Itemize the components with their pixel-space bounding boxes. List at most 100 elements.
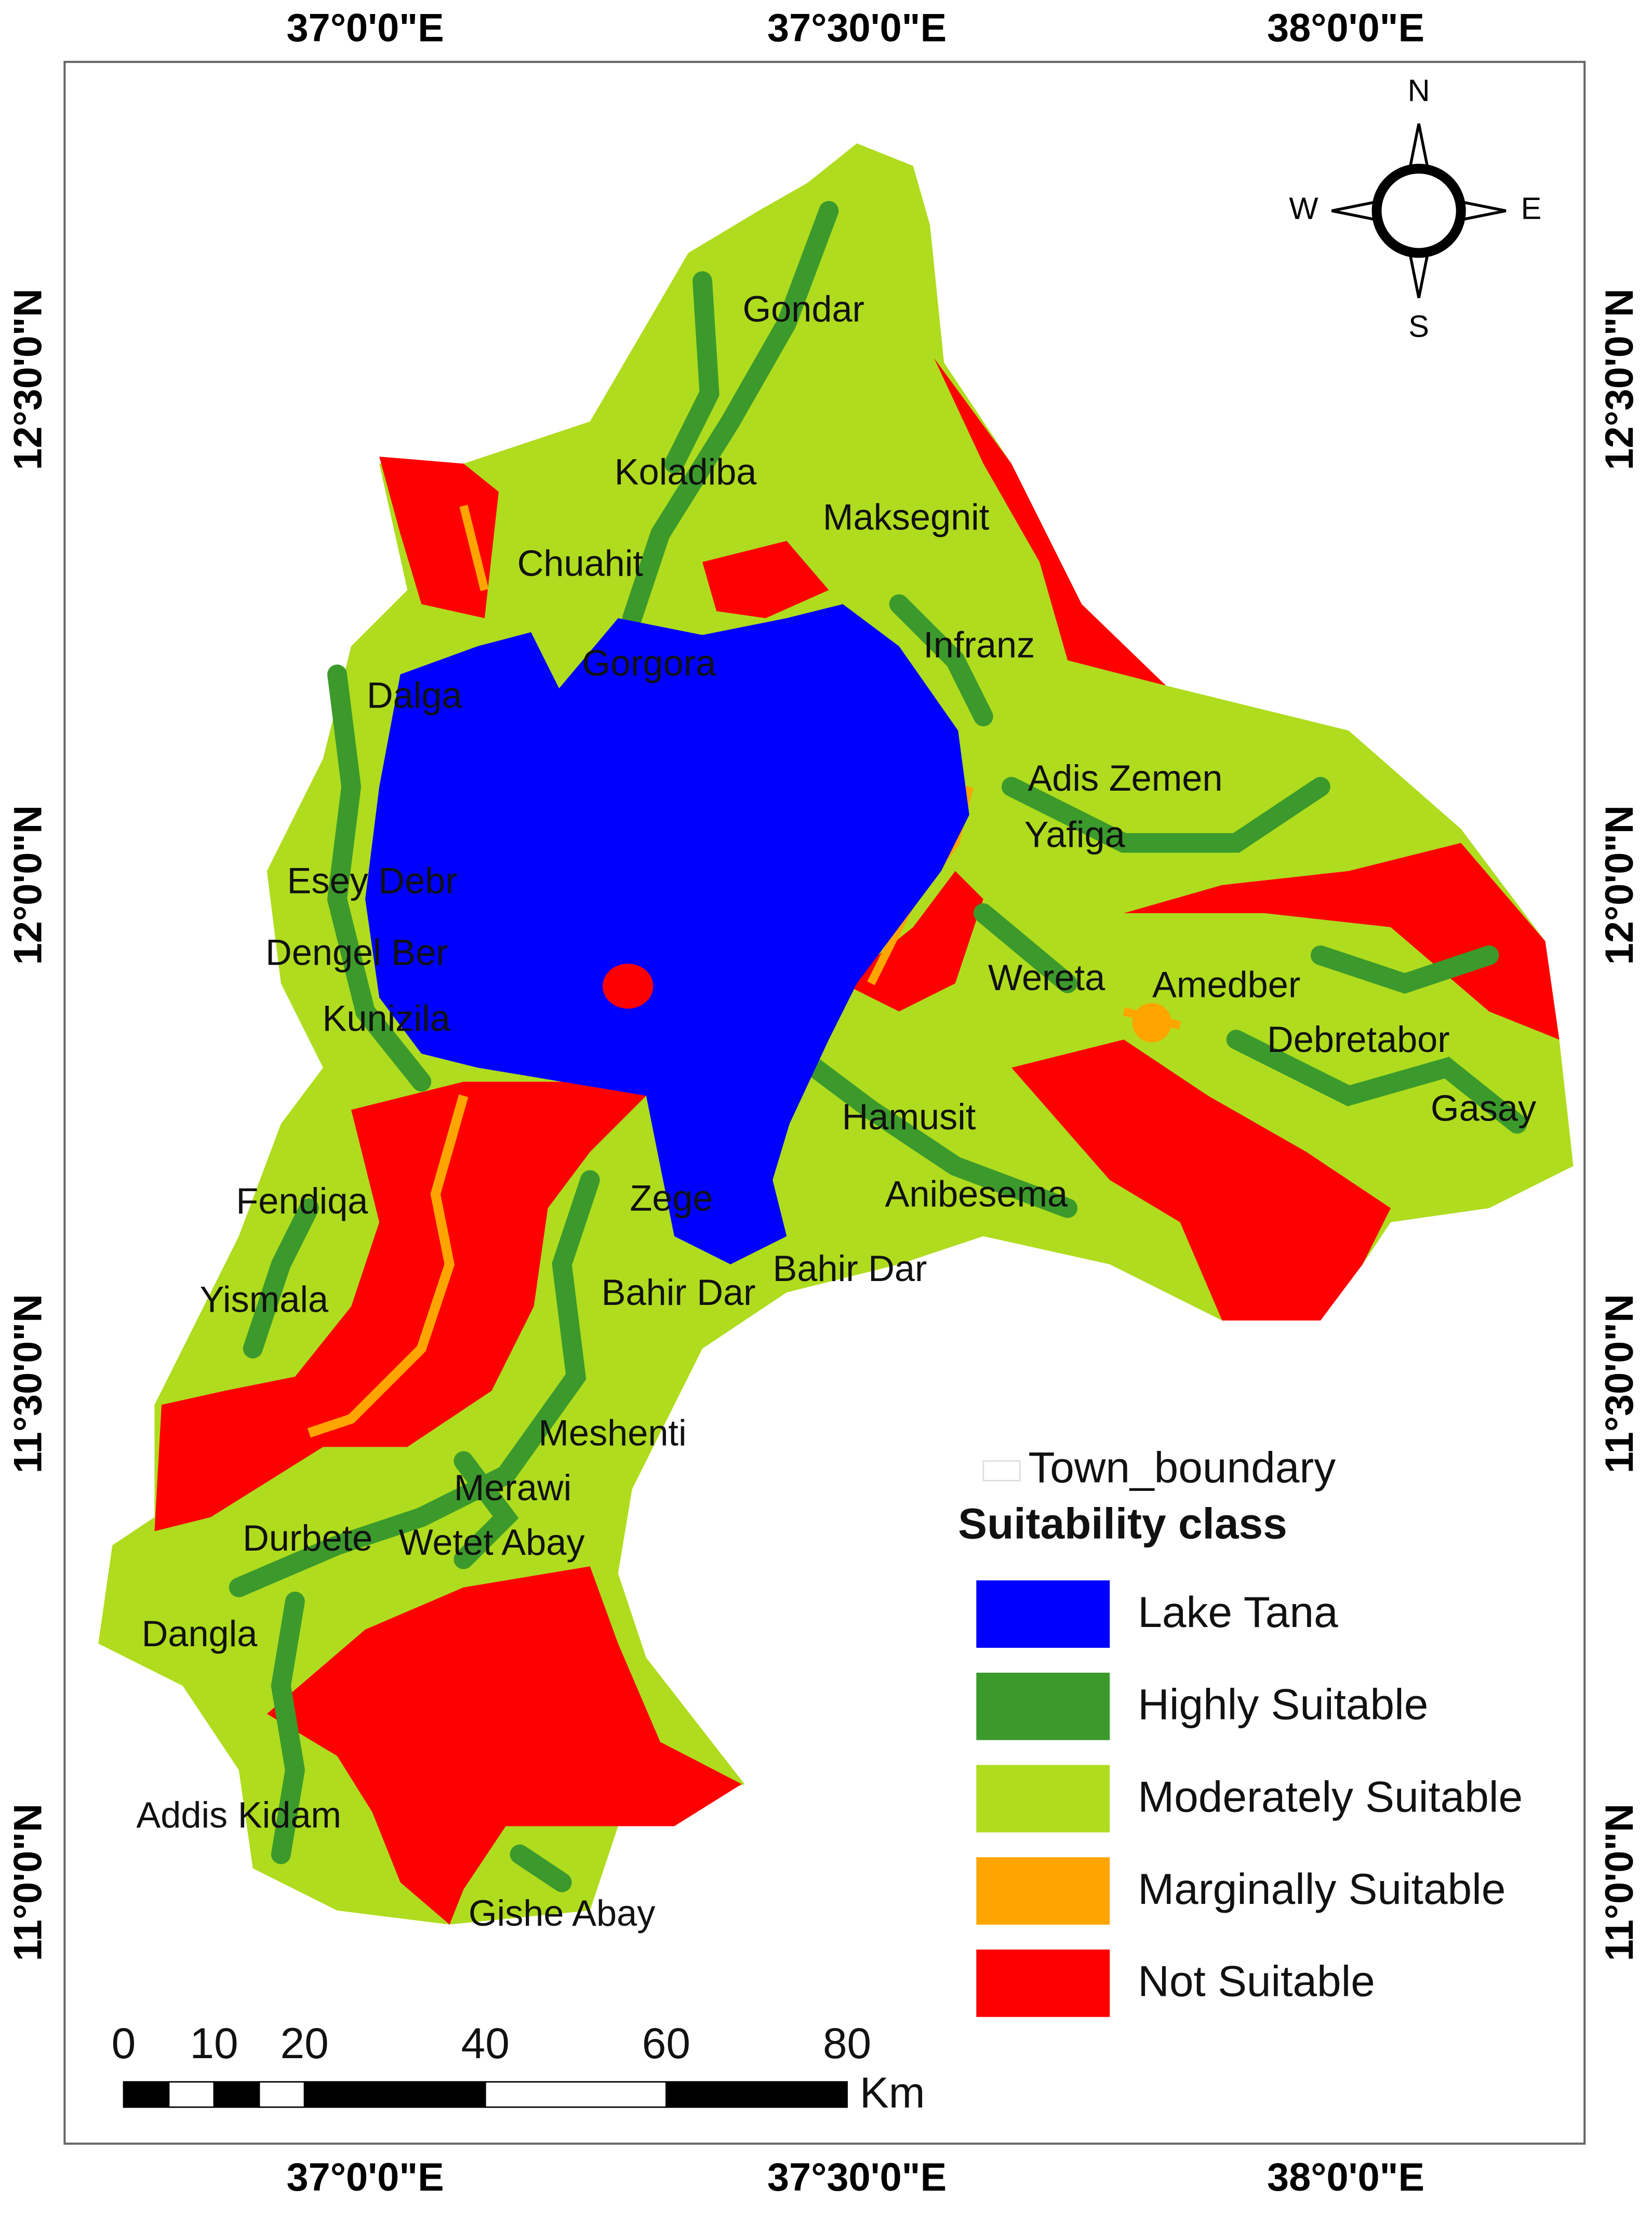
boundary-swatch: [982, 1460, 1021, 1482]
north-arrow: N S W E: [1289, 73, 1541, 343]
town-label: Fendiqa: [236, 1180, 368, 1221]
latitude-label: 12°0'0"N: [6, 805, 50, 965]
town-label: Dangla: [142, 1613, 258, 1654]
town-label: Bahir Dar: [773, 1248, 927, 1289]
town-label: Koladiba: [615, 451, 757, 492]
town-label: Dengel Ber: [265, 932, 448, 973]
scale-segment: [303, 2081, 486, 2108]
scale-segment: [213, 2081, 260, 2108]
town-label: Debretabor: [1267, 1019, 1450, 1060]
compass-letter: S: [1408, 309, 1429, 344]
town-label: Esey Debr: [287, 860, 457, 901]
town-label: Zege: [630, 1178, 713, 1219]
lake-island: [603, 964, 654, 1009]
legend-swatch: [976, 1580, 1110, 1648]
latitude-label: 12°0'0"N: [1597, 805, 1642, 965]
not-suitable-area: [934, 358, 1166, 686]
scale-label: 80: [823, 2019, 871, 2068]
lake-tana: [365, 604, 969, 1264]
town-label: Merawi: [454, 1467, 572, 1508]
scale-unit: Km: [860, 2068, 925, 2117]
town-label: Durbete: [243, 1517, 372, 1558]
marginally-suitable-strip: [307, 1094, 469, 1438]
highly-suitable-strip: [973, 777, 1330, 993]
scale-segment: [665, 2081, 848, 2108]
town-label: Addis Kidam: [136, 1794, 341, 1835]
legend-label: Lake Tana: [1138, 1588, 1338, 1636]
town-label: Bahir Dar: [602, 1272, 756, 1313]
map-frame: [63, 61, 1586, 2145]
highly-suitable-strip: [1226, 945, 1527, 1134]
not-suitable-area: [154, 1082, 646, 1531]
town-label: Hamusit: [842, 1096, 976, 1137]
highly-suitable-strip: [805, 1058, 1078, 1218]
scale-label: 60: [642, 2019, 690, 2068]
longitude-label: 37°30'0"E: [767, 2155, 947, 2199]
not-suitable-area: [379, 457, 499, 618]
town-label: Gondar: [742, 288, 864, 329]
scale-segment: [484, 2081, 667, 2108]
town-label: Wereta: [988, 957, 1105, 998]
town-label: Adis Zemen: [1028, 757, 1222, 798]
not-suitable-area: [267, 1566, 742, 1925]
town-label: Yismala: [200, 1278, 329, 1319]
town-label: Yafiga: [1024, 813, 1126, 855]
legend-swatch: [976, 1857, 1110, 1925]
marginally-suitable-patch: [1132, 1003, 1172, 1043]
highly-suitable-strip: [622, 201, 839, 628]
town-label: Wetet Abay: [398, 1522, 585, 1563]
not-suitable-area: [1124, 843, 1560, 1040]
not-suitable-area: [702, 541, 829, 618]
scale-segment: [258, 2081, 305, 2108]
legend-swatch: [976, 1949, 1110, 2017]
latitude-label: 12°30'0"N: [6, 289, 50, 470]
latitude-label: 11°0'0"N: [1597, 1804, 1642, 1961]
longitude-label: 37°30'0"E: [767, 6, 947, 50]
scale-label: 40: [461, 2019, 510, 2068]
latitude-label: 11°0'0"N: [6, 1804, 50, 1961]
highly-suitable-strip: [664, 271, 720, 474]
longitude-label: 37°0'0"E: [287, 6, 444, 50]
legend-swatch: [976, 1765, 1110, 1833]
town-label: Gasay: [1431, 1088, 1537, 1129]
latitude-label: 11°30'0"N: [1597, 1294, 1642, 1473]
highly-suitable-strip: [454, 1451, 572, 1892]
legend-label: Marginally Suitable: [1138, 1864, 1506, 1913]
highly-suitable-strip: [243, 1198, 319, 1864]
compass-letter: W: [1289, 191, 1318, 226]
scale-segment: [123, 2081, 170, 2108]
highly-suitable-strip: [889, 594, 993, 727]
scale-label: 0: [112, 2019, 136, 2068]
highly-suitable-strip: [229, 1170, 600, 1597]
scale-label: 20: [280, 2019, 328, 2068]
compass-ring: [1371, 164, 1466, 258]
town-label: Gorgora: [582, 642, 716, 683]
town-label: Kunizila: [323, 998, 451, 1039]
town-label: Infranz: [923, 624, 1035, 665]
town-label: Maksegnit: [823, 496, 990, 537]
town-label: Gishe Abay: [469, 1892, 656, 1933]
legend-label: Highly Suitable: [1138, 1680, 1428, 1729]
scale-segment: [168, 2081, 215, 2108]
town-label: Meshenti: [538, 1412, 686, 1453]
legend-label: Moderately Suitable: [1138, 1772, 1523, 1821]
town-label: Chuahit: [517, 543, 644, 584]
legend-label: Not Suitable: [1138, 1957, 1375, 2006]
compass-letter: N: [1408, 73, 1430, 108]
legend-title: Suitability class: [958, 1499, 1287, 1548]
study-area: [98, 143, 1574, 1925]
highly-suitable-areas: [229, 201, 1527, 1892]
longitude-label: 38°0'0"E: [1267, 6, 1424, 50]
town-label: Amedber: [1152, 964, 1300, 1005]
scale-label: 10: [190, 2019, 238, 2068]
legend-boundary: Town_boundary: [1028, 1443, 1336, 1491]
highly-suitable-strip: [327, 664, 432, 1092]
latitude-label: 11°30'0"N: [6, 1294, 50, 1473]
legend-swatch: [976, 1672, 1110, 1740]
compass-letter: E: [1521, 191, 1542, 226]
town-label: Dalga: [367, 675, 463, 716]
latitude-label: 12°30'0"N: [1597, 289, 1642, 470]
longitude-label: 37°0'0"E: [287, 2155, 444, 2199]
